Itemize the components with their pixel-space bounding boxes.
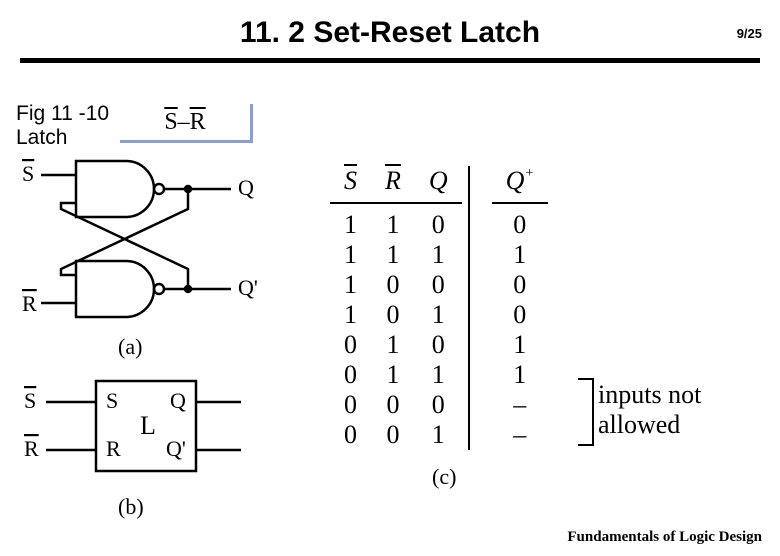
truth-cell: 1 xyxy=(513,360,526,390)
truth-hd-q: Q xyxy=(415,166,462,200)
truth-cell: 0 xyxy=(432,330,445,360)
note-line2: allowed xyxy=(598,410,680,439)
truth-cell: 1 xyxy=(513,330,526,360)
truth-cell: 0 xyxy=(386,420,399,450)
diagram-a-nand-latch: S R Q Q' xyxy=(16,151,266,336)
truth-cell: 1 xyxy=(432,240,445,270)
truth-cell: 0 xyxy=(432,270,445,300)
truth-cell: 0 xyxy=(513,270,526,300)
figure-label: Fig 11 -10 Latch xyxy=(16,102,109,150)
diag-a-q-label: Q xyxy=(238,175,254,200)
truth-cell: 1 xyxy=(386,210,399,240)
inputs-not-allowed-note: inputs not allowed xyxy=(598,380,701,440)
truth-cell: 1 xyxy=(386,360,399,390)
truth-rule-s xyxy=(330,202,371,204)
figure-label-line1: Fig 11 -10 xyxy=(16,102,109,125)
truth-cell: 0 xyxy=(344,390,357,420)
truth-rule-r xyxy=(371,202,415,204)
truth-cell: 1 xyxy=(386,330,399,360)
truth-col-s: S 1 1 1 1 0 0 0 0 xyxy=(330,166,371,450)
truth-cell: 1 xyxy=(432,360,445,390)
page-number: 9/25 xyxy=(737,26,762,41)
truth-cell: 1 xyxy=(513,240,526,270)
truth-vline xyxy=(468,166,470,450)
diagram-a-label: (a) xyxy=(118,334,142,360)
figure-label-line2: Latch xyxy=(16,126,67,149)
truth-hd-r: R xyxy=(371,166,415,200)
diag-b-qp-pin: Q' xyxy=(166,436,186,461)
badge-s-bar: S xyxy=(164,109,177,136)
diag-a-qp-label: Q' xyxy=(238,275,258,300)
truth-col-q: Q 0 1 0 1 0 1 0 1 xyxy=(415,166,462,450)
note-line1: inputs not xyxy=(598,380,701,409)
diag-a-s-label: S xyxy=(22,161,34,186)
truth-col-r: R 1 1 0 0 1 1 0 0 xyxy=(371,166,415,450)
truth-cell: 1 xyxy=(344,300,357,330)
bracket-icon xyxy=(578,378,594,446)
truth-hd-qplus: Q+ xyxy=(492,166,548,200)
truth-cell: 1 xyxy=(344,270,357,300)
diagram-c-label: (c) xyxy=(432,464,456,490)
truth-col-qplus: Q+ 0 1 0 0 1 1 – – xyxy=(492,166,548,450)
truth-cell: 0 xyxy=(344,360,357,390)
truth-cell: 1 xyxy=(344,210,357,240)
truth-cell: 0 xyxy=(386,300,399,330)
title-rule xyxy=(20,58,760,63)
diag-b-rbar: R xyxy=(24,436,39,461)
truth-cell: – xyxy=(513,420,526,450)
truth-cell: 0 xyxy=(432,390,445,420)
truth-cell: 0 xyxy=(432,210,445,240)
diagram-b-label: (b) xyxy=(118,494,144,520)
truth-cell: – xyxy=(513,390,526,420)
diag-b-s-pin: S xyxy=(106,388,118,413)
page-title: 11. 2 Set-Reset Latch xyxy=(0,16,780,50)
truth-rule-qp xyxy=(492,202,548,204)
figure-badge: S – R xyxy=(120,104,253,143)
truth-cell: 1 xyxy=(386,240,399,270)
truth-cell: 0 xyxy=(386,270,399,300)
truth-cell: 0 xyxy=(344,420,357,450)
diag-b-r-pin: R xyxy=(106,436,121,461)
diag-b-q-pin: Q xyxy=(170,388,186,413)
diag-b-sbar: S xyxy=(24,388,36,413)
footer-text: Fundamentals of Logic Design xyxy=(567,529,762,546)
truth-cell: 0 xyxy=(513,210,526,240)
truth-cell: 0 xyxy=(386,390,399,420)
truth-rule-q xyxy=(415,202,462,204)
badge-r-bar: R xyxy=(190,109,206,136)
truth-cell: 1 xyxy=(432,300,445,330)
truth-cell: 1 xyxy=(344,240,357,270)
truth-table: S 1 1 1 1 0 0 0 0 R 1 1 0 0 1 1 0 0 Q 0 … xyxy=(330,166,548,450)
diag-b-l: L xyxy=(140,411,156,440)
truth-cell: 1 xyxy=(432,420,445,450)
truth-cell: 0 xyxy=(344,330,357,360)
badge-dash: – xyxy=(178,109,190,136)
truth-hd-s: S xyxy=(330,166,371,200)
truth-cell: 0 xyxy=(513,300,526,330)
diag-a-r-label: R xyxy=(22,291,37,316)
